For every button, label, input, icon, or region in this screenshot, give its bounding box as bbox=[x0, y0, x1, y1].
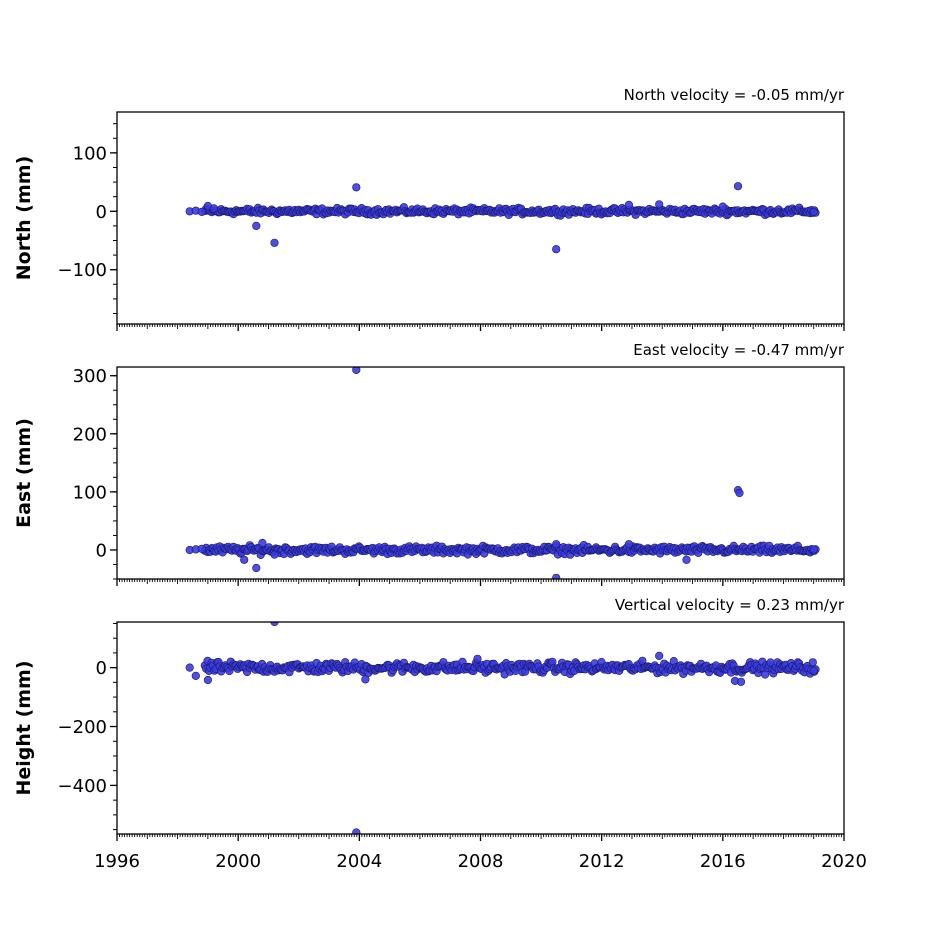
east-point bbox=[258, 538, 267, 548]
east-ytick-label: 200 bbox=[73, 424, 107, 445]
height-point bbox=[361, 675, 370, 684]
east-data-points bbox=[185, 367, 820, 579]
xtick-label: 2012 bbox=[579, 851, 625, 872]
east-ytick-label: 300 bbox=[73, 366, 107, 387]
height-panel: Vertical velocity = 0.23 mm/yr Height (mm… bbox=[13, 596, 867, 872]
east-point bbox=[197, 544, 206, 553]
height-point bbox=[203, 675, 212, 685]
east-point bbox=[552, 540, 561, 549]
north-point bbox=[197, 207, 206, 216]
east-point bbox=[552, 573, 561, 579]
north-point bbox=[733, 182, 743, 191]
height-ytick-label: 0 bbox=[96, 658, 107, 679]
east-point bbox=[270, 550, 279, 559]
north-panel: North velocity = -0.05 mm/yr North (mm) 10… bbox=[13, 86, 845, 331]
xtick-label: 2016 bbox=[700, 851, 746, 872]
north-point bbox=[270, 238, 279, 247]
north-point bbox=[552, 245, 561, 254]
north-point bbox=[209, 204, 218, 213]
east-point bbox=[809, 545, 818, 554]
east-panel: East velocity = -0.47 mm/yr East (mm) 300 2… bbox=[13, 341, 845, 586]
height-point bbox=[352, 828, 361, 834]
height-point bbox=[808, 658, 817, 667]
east-axis-label: East (mm) bbox=[13, 418, 35, 528]
height-point bbox=[655, 651, 664, 661]
east-point bbox=[735, 488, 744, 498]
xtick-label: 1996 bbox=[94, 851, 140, 872]
east-ytick-label: 0 bbox=[96, 540, 107, 561]
north-point bbox=[809, 207, 818, 216]
xtick-label: 2020 bbox=[821, 851, 867, 872]
north-velocity-label: North velocity = -0.05 mm/yr bbox=[624, 86, 845, 104]
height-data-points bbox=[185, 622, 820, 834]
height-point bbox=[548, 657, 557, 666]
east-point bbox=[240, 555, 249, 564]
height-axis-label: Height (mm) bbox=[13, 660, 35, 795]
east-point bbox=[682, 555, 691, 564]
height-point bbox=[473, 654, 482, 663]
east-point bbox=[252, 563, 261, 573]
height-velocity-label: Vertical velocity = 0.23 mm/yr bbox=[615, 596, 845, 614]
height-ytick-label: −400 bbox=[58, 776, 107, 797]
xtick-label: 2004 bbox=[336, 851, 382, 872]
north-ytick-label: −100 bbox=[58, 260, 107, 281]
east-point bbox=[624, 540, 634, 549]
height-ytick-label: −200 bbox=[58, 717, 107, 738]
xtick-label: 2008 bbox=[458, 851, 504, 872]
north-data-points bbox=[185, 182, 820, 254]
north-axis-label: North (mm) bbox=[13, 156, 35, 281]
height-point bbox=[185, 663, 194, 672]
xtick-label: 2000 bbox=[215, 851, 261, 872]
north-point bbox=[352, 183, 361, 192]
east-point bbox=[352, 367, 361, 374]
north-point bbox=[624, 200, 634, 209]
east-velocity-label: East velocity = -0.47 mm/yr bbox=[633, 341, 845, 359]
north-point bbox=[718, 202, 727, 211]
north-ytick-label: 100 bbox=[73, 143, 107, 164]
height-point bbox=[809, 666, 818, 675]
height-point bbox=[736, 677, 746, 686]
north-ytick-label: 0 bbox=[96, 202, 107, 223]
north-point bbox=[655, 200, 664, 209]
north-point bbox=[252, 221, 261, 230]
east-ytick-label: 100 bbox=[73, 482, 107, 503]
height-point bbox=[191, 671, 200, 681]
